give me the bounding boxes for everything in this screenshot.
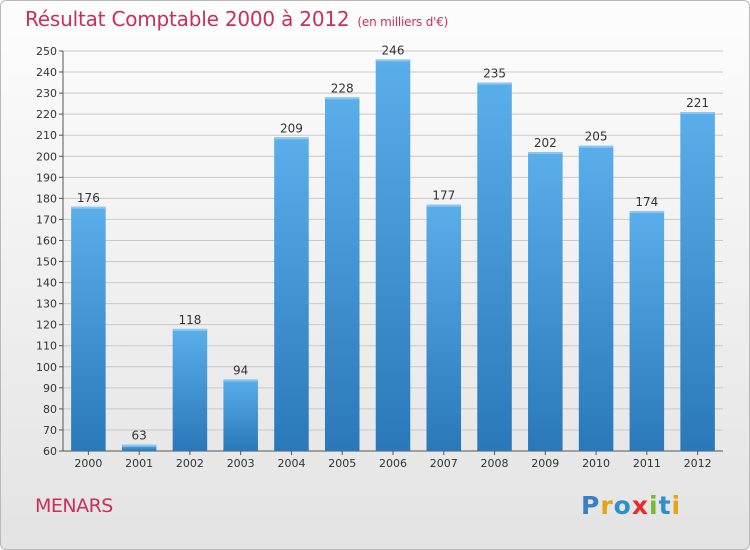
x-tick-label: 2000 xyxy=(74,457,102,470)
y-tick-label: 60 xyxy=(43,445,57,458)
y-tick-label: 80 xyxy=(43,403,57,416)
bar-highlight xyxy=(477,82,512,85)
x-tick-label: 2008 xyxy=(481,457,509,470)
bar-2010 xyxy=(578,145,614,451)
y-tick-label: 70 xyxy=(43,424,57,437)
bar-2008 xyxy=(477,82,512,451)
bar-highlight xyxy=(172,328,208,331)
x-tick-label: 2012 xyxy=(684,457,712,470)
value-label: 63 xyxy=(132,429,147,443)
bar-2002 xyxy=(172,328,208,451)
bar-highlight xyxy=(578,145,614,148)
value-label: 205 xyxy=(585,130,608,144)
y-tick-label: 180 xyxy=(36,192,57,205)
bar-2012 xyxy=(680,112,715,451)
y-tick-label: 250 xyxy=(36,45,57,58)
bar-highlight xyxy=(375,59,411,62)
bar-2007 xyxy=(426,204,462,451)
x-tick-label: 2011 xyxy=(633,457,661,470)
value-label: 228 xyxy=(331,81,354,95)
y-tick-label: 210 xyxy=(36,129,57,142)
bar-highlight xyxy=(223,379,258,382)
bar-2001 xyxy=(121,444,157,451)
y-tick-label: 140 xyxy=(36,277,57,290)
value-label: 221 xyxy=(686,96,709,110)
bar-2003 xyxy=(223,379,258,451)
bar-2004 xyxy=(274,137,309,451)
x-tick-label: 2006 xyxy=(379,457,407,470)
x-tick-label: 2005 xyxy=(328,457,356,470)
proxiti-logo: Proxiti xyxy=(581,491,681,520)
x-tick-label: 2007 xyxy=(430,457,458,470)
x-tick-label: 2002 xyxy=(176,457,204,470)
labels: 176 2000 63 2001 118 2002 94 2003 209 2004 228 2005… xyxy=(74,43,711,470)
chart-title-text: Résultat Comptable 2000 à 2012 xyxy=(25,7,350,31)
value-label: 174 xyxy=(635,195,658,209)
commune-name: MENARS xyxy=(35,495,113,517)
bar-highlight xyxy=(629,211,665,213)
bar-highlight xyxy=(426,204,462,207)
logo-letter: r xyxy=(600,491,614,520)
y-tick-label: 220 xyxy=(36,108,57,121)
logo-letter: t xyxy=(658,491,672,520)
bar-highlight xyxy=(680,112,715,115)
y-tick-label: 170 xyxy=(36,213,57,226)
logo-letter: i xyxy=(671,491,682,520)
y-tick-label: 190 xyxy=(36,171,57,184)
y-tick-label: 230 xyxy=(36,87,57,100)
x-tick-label: 2001 xyxy=(125,457,153,470)
y-tick-label: 240 xyxy=(36,66,57,79)
bar-2000 xyxy=(71,206,106,451)
bar-highlight xyxy=(274,137,309,140)
value-label: 118 xyxy=(178,313,201,327)
chart-title: Résultat Comptable 2000 à 2012 (en millie… xyxy=(25,7,448,31)
bar-highlight xyxy=(528,152,563,155)
y-tick-label: 130 xyxy=(36,298,57,311)
x-tick-label: 2004 xyxy=(277,457,305,470)
logo-letter: x xyxy=(631,491,649,520)
bar-highlight xyxy=(324,97,360,100)
value-label: 235 xyxy=(483,67,506,81)
x-tick-label: 2010 xyxy=(582,457,610,470)
bars xyxy=(71,59,715,452)
bar-highlight xyxy=(71,206,106,209)
value-label: 246 xyxy=(382,43,405,57)
bar-2011 xyxy=(629,211,665,451)
y-tick-label: 100 xyxy=(36,361,57,374)
bar-highlight xyxy=(121,444,157,447)
y-tick-label: 120 xyxy=(36,319,57,332)
chart-unit: (en milliers d'€) xyxy=(357,15,449,29)
bar-2005 xyxy=(324,97,360,451)
value-label: 176 xyxy=(77,191,100,205)
value-label: 209 xyxy=(280,121,303,135)
x-tick-label: 2009 xyxy=(531,457,559,470)
value-label: 177 xyxy=(432,189,455,203)
x-tick-label: 2003 xyxy=(227,457,255,470)
logo-letter: i xyxy=(649,491,659,520)
value-label: 202 xyxy=(534,136,557,150)
logo-letter: P xyxy=(581,491,601,520)
y-tick-label: 200 xyxy=(36,150,57,163)
bar-2006 xyxy=(375,59,411,451)
y-tick-label: 90 xyxy=(43,382,57,395)
logo-letter: o xyxy=(613,491,632,520)
y-tick-label: 110 xyxy=(36,340,57,353)
y-tick-label: 160 xyxy=(36,234,57,247)
bar-2009 xyxy=(528,152,563,452)
y-tick-label: 150 xyxy=(36,256,57,269)
value-label: 94 xyxy=(233,363,248,377)
